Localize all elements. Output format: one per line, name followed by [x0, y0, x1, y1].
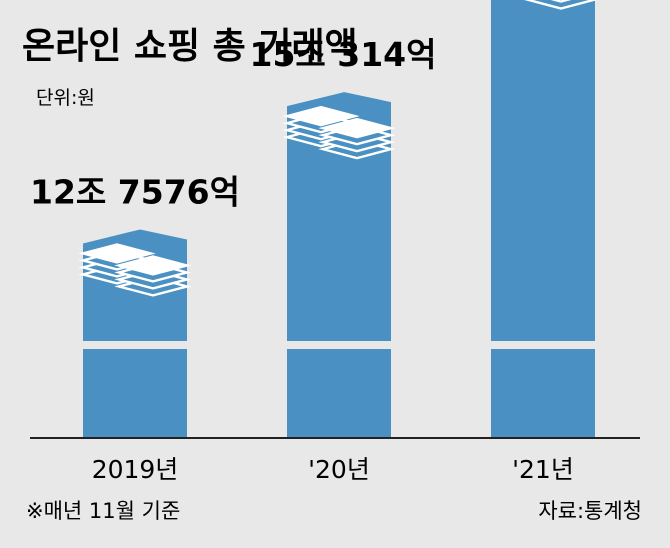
note-sheet — [550, 0, 572, 3]
bars-group: 12조 7576억 15조 314억 17조 5077억 — [30, 0, 598, 438]
note-top — [119, 256, 187, 275]
footnote: ※매년 11월 기준 — [26, 499, 180, 523]
bar-body — [287, 92, 391, 438]
money-stack-icon — [282, 105, 396, 160]
bar-body — [491, 0, 595, 438]
bar-0: 12조 7576억 — [30, 172, 240, 438]
source-label: 자료:통계청 — [538, 499, 642, 523]
category-labels: 2019년 '20년 '21년 — [92, 455, 574, 484]
category-label: '20년 — [308, 455, 370, 484]
category-label: '21년 — [512, 455, 574, 484]
category-label: 2019년 — [92, 455, 179, 484]
bar-break — [491, 341, 595, 349]
note-top — [287, 107, 355, 126]
bar-2: 17조 5077억 — [491, 0, 598, 438]
chart-title: 온라인 쇼핑 총 거래액 — [22, 26, 358, 67]
unit-label: 단위:원 — [36, 87, 95, 109]
bar-break — [287, 341, 391, 349]
note-top — [83, 244, 151, 263]
note-sheet — [524, 0, 598, 10]
money-stack-icon — [78, 243, 192, 297]
note-top — [323, 119, 391, 138]
value-label: 12조 7576억 — [30, 172, 240, 211]
value-label: 15조 314억 — [249, 35, 436, 74]
bar-break — [83, 341, 187, 349]
bar-1: 15조 314억 — [249, 35, 437, 438]
money-stack-icon — [524, 0, 598, 10]
